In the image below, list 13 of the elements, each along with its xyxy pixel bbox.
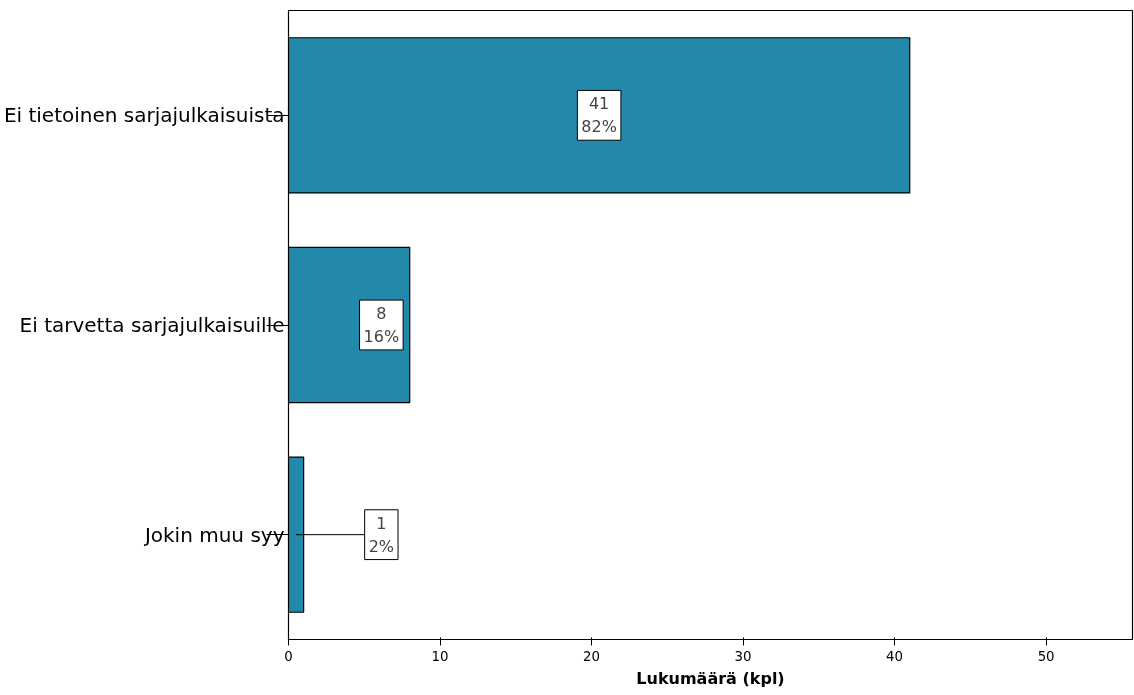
x-tick-label: 50 bbox=[1037, 648, 1055, 664]
x-axis-title: Lukumäärä (kpl) bbox=[636, 668, 785, 688]
x-tick-label: 20 bbox=[583, 648, 601, 664]
y-tick-label: Ei tarvetta sarjajulkaisuille bbox=[19, 313, 285, 337]
x-tick-label: 10 bbox=[431, 648, 449, 664]
data-label: 8 16% bbox=[363, 304, 400, 346]
data-label: 41 82% bbox=[581, 94, 617, 137]
x-tick-label: 40 bbox=[886, 648, 904, 664]
y-tick-label: Ei tietoinen sarjajulkaisuista bbox=[3, 103, 285, 128]
data-label: 1 2% bbox=[368, 513, 395, 556]
x-tick-label: 0 bbox=[284, 648, 293, 664]
y-tick-label: Jokin muu syy bbox=[142, 522, 285, 547]
x-tick-label: 30 bbox=[734, 648, 752, 664]
